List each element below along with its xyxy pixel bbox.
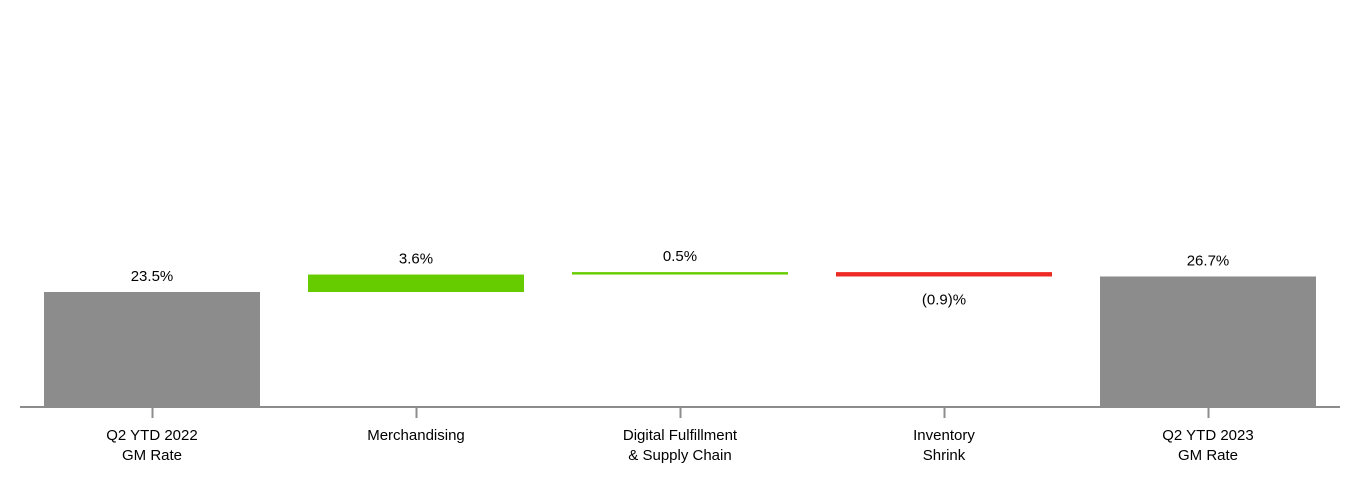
bars-layer <box>44 272 1316 406</box>
value-label-1: 23.5% <box>131 268 174 285</box>
value-labels-layer: 23.5% 3.6% 0.5% (0.9)% 26.7% <box>131 248 1230 308</box>
category-labels-layer: Q2 YTD 2022 GM Rate Merchandising Digital F… <box>106 427 1253 464</box>
value-label-4: (0.9)% <box>922 291 966 308</box>
bar-2 <box>308 274 524 292</box>
category-label-3-line-2: & Supply Chain <box>628 447 731 464</box>
category-label-4-line-2: Shrink <box>923 447 966 464</box>
category-label-5-line-2: GM Rate <box>1178 447 1238 464</box>
category-label-4-line-1: Inventory <box>913 427 975 444</box>
bar-5 <box>1100 276 1316 406</box>
value-label-5: 26.7% <box>1187 252 1230 269</box>
value-label-3: 0.5% <box>663 248 697 265</box>
x-ticks-layer <box>151 407 1210 418</box>
category-label-2-line-1: Merchandising <box>367 427 465 444</box>
bar-1 <box>44 292 260 406</box>
bar-3 <box>572 272 788 275</box>
category-label-3-line-1: Digital Fulfillment <box>623 427 738 444</box>
bar-4 <box>836 272 1052 277</box>
category-label-1-line-1: Q2 YTD 2022 <box>106 427 197 444</box>
category-label-5-line-1: Q2 YTD 2023 <box>1162 427 1253 444</box>
category-label-1-line-2: GM Rate <box>122 447 182 464</box>
value-label-2: 3.6% <box>399 251 433 268</box>
